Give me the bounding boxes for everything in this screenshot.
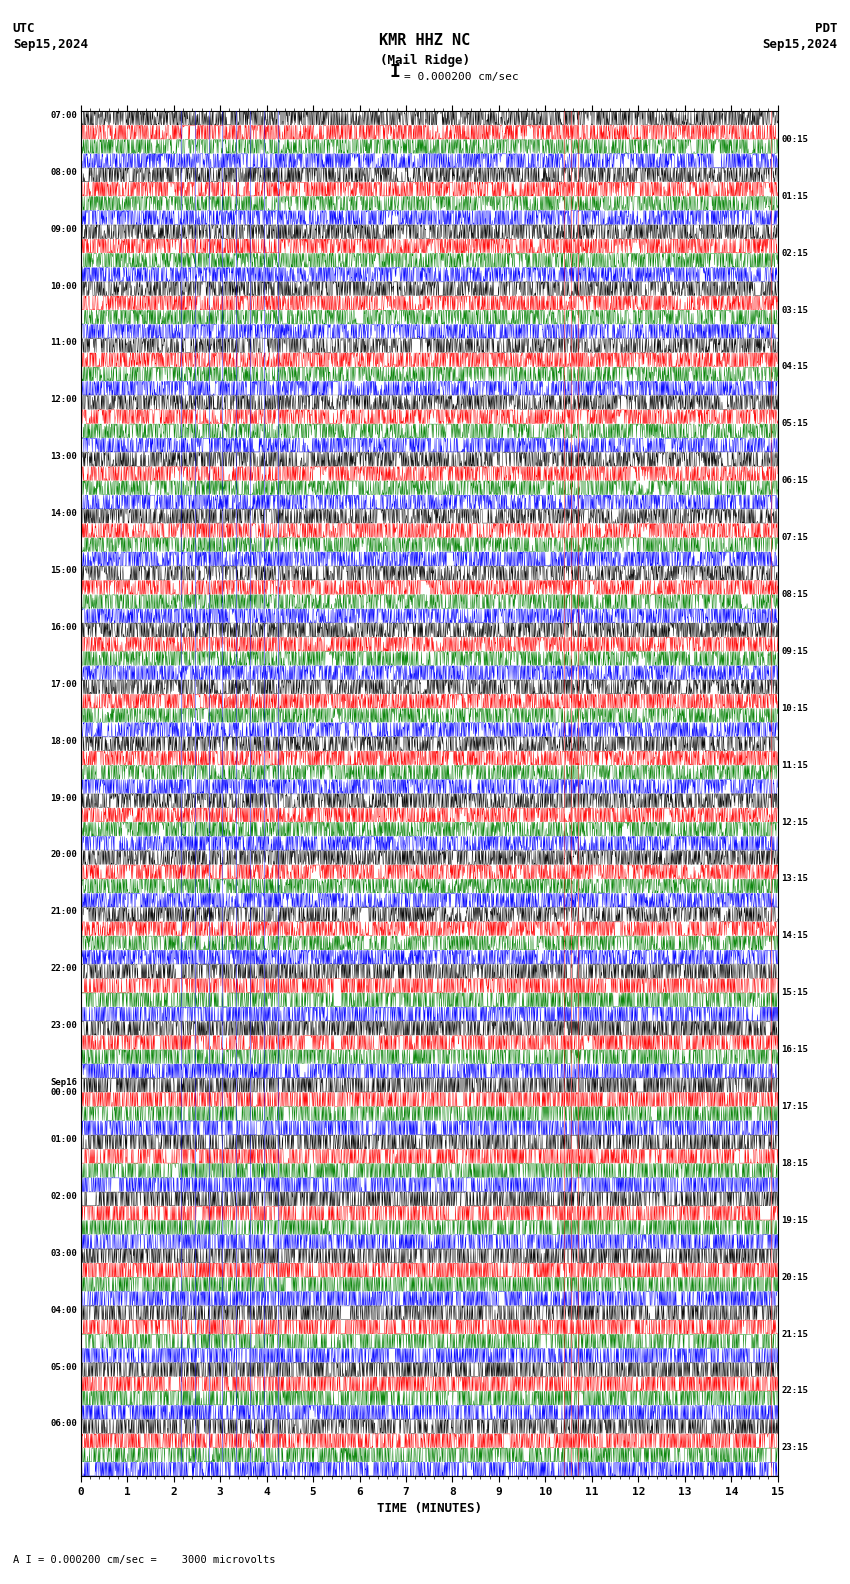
Text: UTC: UTC <box>13 22 35 35</box>
Text: Sep15,2024: Sep15,2024 <box>762 38 837 51</box>
Text: I: I <box>390 63 400 81</box>
Text: 12:00: 12:00 <box>50 396 77 404</box>
Text: 14:15: 14:15 <box>781 931 808 941</box>
Text: 22:15: 22:15 <box>781 1386 808 1396</box>
Text: = 0.000200 cm/sec: = 0.000200 cm/sec <box>404 73 518 82</box>
Text: 20:15: 20:15 <box>781 1272 808 1281</box>
Text: 17:00: 17:00 <box>50 680 77 689</box>
Text: 22:00: 22:00 <box>50 965 77 973</box>
X-axis label: TIME (MINUTES): TIME (MINUTES) <box>377 1502 482 1516</box>
Text: 19:15: 19:15 <box>781 1217 808 1224</box>
Text: 10:00: 10:00 <box>50 282 77 290</box>
Text: 03:00: 03:00 <box>50 1248 77 1258</box>
Text: 13:15: 13:15 <box>781 874 808 884</box>
Text: 20:00: 20:00 <box>50 851 77 860</box>
Text: Sep15,2024: Sep15,2024 <box>13 38 88 51</box>
Text: 21:00: 21:00 <box>50 908 77 917</box>
Text: 01:15: 01:15 <box>781 192 808 201</box>
Text: (Mail Ridge): (Mail Ridge) <box>380 54 470 67</box>
Text: 15:00: 15:00 <box>50 565 77 575</box>
Text: 17:15: 17:15 <box>781 1102 808 1110</box>
Text: 00:15: 00:15 <box>781 135 808 144</box>
Text: 06:00: 06:00 <box>50 1419 77 1429</box>
Text: 07:00: 07:00 <box>50 111 77 120</box>
Text: 18:00: 18:00 <box>50 737 77 746</box>
Text: 16:15: 16:15 <box>781 1045 808 1053</box>
Text: 13:00: 13:00 <box>50 451 77 461</box>
Text: 15:15: 15:15 <box>781 988 808 998</box>
Text: PDT: PDT <box>815 22 837 35</box>
Text: 23:15: 23:15 <box>781 1443 808 1453</box>
Text: 08:00: 08:00 <box>50 168 77 177</box>
Text: 14:00: 14:00 <box>50 508 77 518</box>
Text: 09:15: 09:15 <box>781 646 808 656</box>
Text: 02:00: 02:00 <box>50 1191 77 1201</box>
Text: 08:15: 08:15 <box>781 589 808 599</box>
Text: Sep16
00:00: Sep16 00:00 <box>50 1079 77 1098</box>
Text: 10:15: 10:15 <box>781 703 808 713</box>
Text: 21:15: 21:15 <box>781 1329 808 1338</box>
Text: 12:15: 12:15 <box>781 817 808 827</box>
Text: 07:15: 07:15 <box>781 534 808 542</box>
Text: 09:00: 09:00 <box>50 225 77 234</box>
Text: 19:00: 19:00 <box>50 794 77 803</box>
Text: 06:15: 06:15 <box>781 477 808 485</box>
Text: 01:00: 01:00 <box>50 1134 77 1144</box>
Text: 11:00: 11:00 <box>50 339 77 347</box>
Text: 04:00: 04:00 <box>50 1305 77 1315</box>
Text: 16:00: 16:00 <box>50 623 77 632</box>
Text: KMR HHZ NC: KMR HHZ NC <box>379 33 471 48</box>
Text: 04:15: 04:15 <box>781 363 808 371</box>
Text: 02:15: 02:15 <box>781 249 808 258</box>
Text: A I = 0.000200 cm/sec =    3000 microvolts: A I = 0.000200 cm/sec = 3000 microvolts <box>13 1555 275 1565</box>
Text: 18:15: 18:15 <box>781 1159 808 1167</box>
Text: 11:15: 11:15 <box>781 760 808 770</box>
Text: 23:00: 23:00 <box>50 1022 77 1030</box>
Text: 03:15: 03:15 <box>781 306 808 315</box>
Text: 05:15: 05:15 <box>781 420 808 428</box>
Text: 05:00: 05:00 <box>50 1362 77 1372</box>
